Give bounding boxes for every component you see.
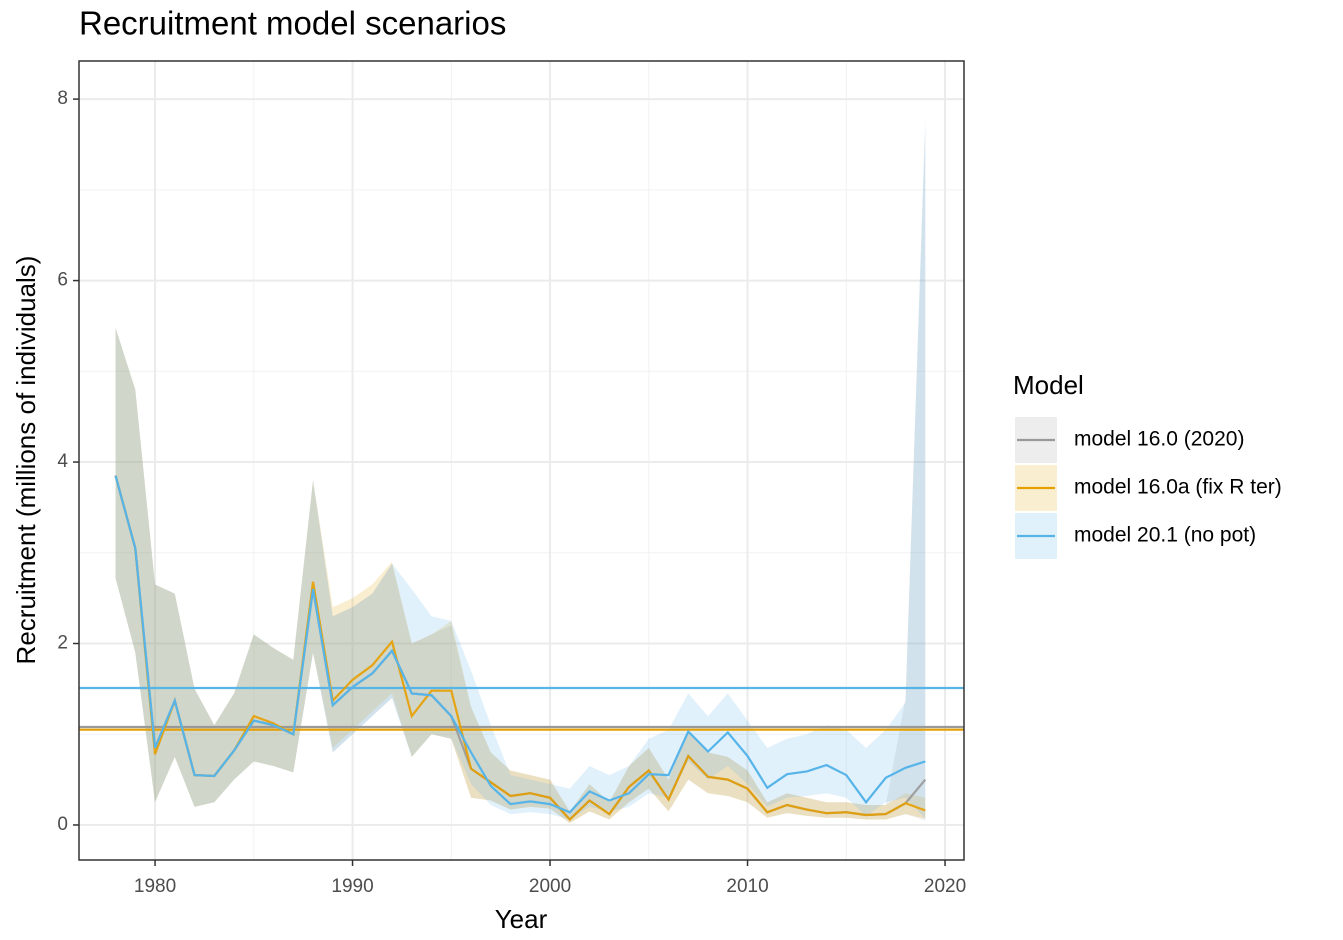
x-axis-title: Year — [495, 904, 548, 934]
chart-title: Recruitment model scenarios — [79, 5, 506, 42]
x-tick-label: 2000 — [529, 876, 571, 897]
y-tick-label: 0 — [57, 814, 68, 835]
x-tick-label: 2010 — [726, 876, 768, 897]
legend-label: model 16.0a (fix R ter) — [1074, 476, 1282, 499]
y-tick-label: 8 — [57, 88, 68, 109]
y-tick-label: 6 — [57, 270, 68, 291]
y-tick-label: 2 — [57, 633, 68, 654]
series-line — [114, 475, 926, 814]
series-line — [114, 475, 926, 822]
y-axis-title: Recruitment (millions of individuals) — [11, 256, 41, 665]
ribbon — [115, 126, 926, 824]
x-tick-label: 1980 — [134, 876, 176, 897]
legend-title: Model — [1013, 370, 1084, 400]
legend-label: model 20.1 (no pot) — [1074, 524, 1256, 547]
panel-border — [78, 60, 965, 861]
x-tick-label: 1990 — [331, 876, 373, 897]
legend-label: model 16.0 (2020) — [1074, 428, 1244, 451]
ribbon — [115, 327, 926, 824]
y-tick-label: 4 — [57, 451, 68, 472]
ribbon — [115, 117, 926, 820]
x-tick-label: 2020 — [924, 876, 966, 897]
